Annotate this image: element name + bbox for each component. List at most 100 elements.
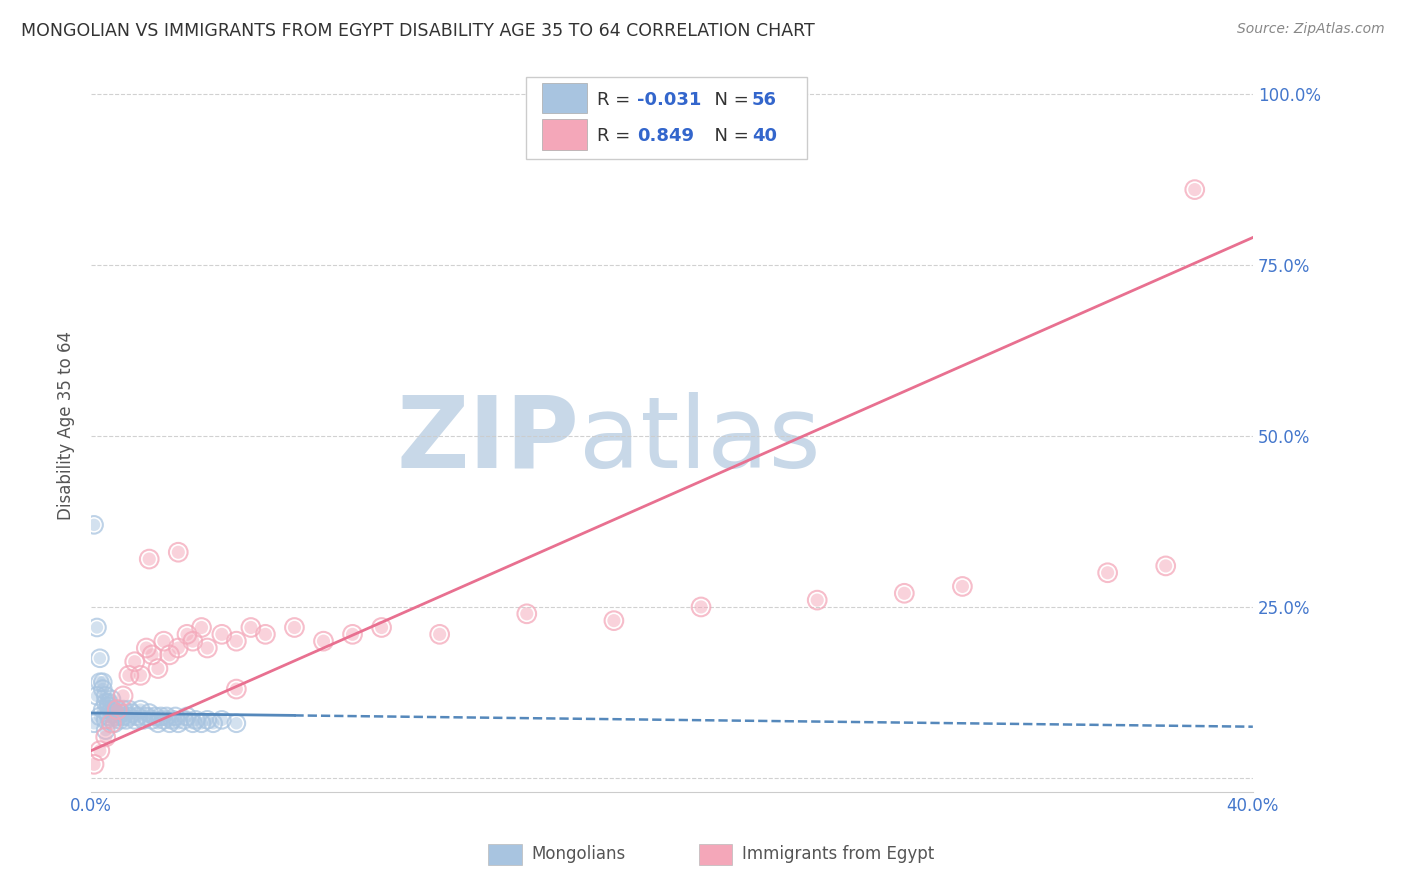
Point	[603, 614, 626, 628]
Point	[118, 709, 141, 723]
Point	[138, 706, 160, 720]
Point	[429, 627, 451, 641]
Point	[138, 552, 160, 566]
Point	[124, 655, 146, 669]
Point	[225, 716, 247, 731]
Text: 40: 40	[752, 128, 778, 145]
Point	[127, 709, 149, 723]
Point	[112, 709, 135, 723]
Point	[97, 709, 120, 723]
Text: 0.849: 0.849	[637, 128, 693, 145]
Point	[112, 703, 135, 717]
Point	[121, 706, 143, 720]
Point	[135, 640, 157, 655]
Point	[190, 620, 212, 634]
Point	[181, 634, 204, 648]
Point	[690, 599, 713, 614]
Point	[91, 703, 114, 717]
Point	[135, 709, 157, 723]
Point	[138, 706, 160, 720]
Point	[195, 713, 218, 727]
Point	[89, 675, 111, 690]
Text: 56: 56	[752, 91, 778, 109]
Point	[105, 703, 128, 717]
Point	[94, 730, 117, 744]
Point	[1097, 566, 1119, 580]
Point	[94, 723, 117, 738]
Point	[176, 627, 198, 641]
Point	[91, 675, 114, 690]
Point	[105, 703, 128, 717]
Point	[181, 716, 204, 731]
Point	[83, 757, 105, 772]
Point	[173, 713, 195, 727]
Text: -0.031: -0.031	[637, 91, 702, 109]
Point	[100, 716, 122, 731]
Point	[152, 713, 174, 727]
Point	[129, 668, 152, 682]
Point	[118, 668, 141, 682]
Text: Source: ZipAtlas.com: Source: ZipAtlas.com	[1237, 22, 1385, 37]
Point	[97, 699, 120, 714]
Point	[141, 713, 163, 727]
Point	[225, 716, 247, 731]
Point	[89, 709, 111, 723]
Point	[100, 692, 122, 706]
Point	[202, 716, 225, 731]
Point	[176, 709, 198, 723]
Point	[135, 640, 157, 655]
Text: R =: R =	[598, 91, 637, 109]
Point	[176, 709, 198, 723]
Point	[146, 661, 169, 675]
Point	[86, 689, 108, 703]
Point	[952, 579, 974, 593]
Point	[225, 634, 247, 648]
Point	[159, 648, 181, 662]
Point	[167, 716, 190, 731]
Point	[952, 579, 974, 593]
Point	[105, 703, 128, 717]
Point	[89, 709, 111, 723]
Point	[94, 689, 117, 703]
Point	[1184, 183, 1206, 197]
Point	[165, 709, 187, 723]
Point	[195, 640, 218, 655]
Point	[162, 713, 184, 727]
Point	[159, 716, 181, 731]
Point	[152, 634, 174, 648]
Point	[103, 706, 125, 720]
Point	[91, 681, 114, 696]
Point	[94, 713, 117, 727]
Point	[254, 627, 277, 641]
Point	[893, 586, 915, 600]
Point	[239, 620, 262, 634]
Point	[342, 627, 364, 641]
Point	[516, 607, 538, 621]
Point	[190, 620, 212, 634]
Point	[118, 709, 141, 723]
Point	[97, 709, 120, 723]
Point	[806, 593, 828, 607]
Point	[97, 696, 120, 710]
Point	[115, 713, 138, 727]
Point	[135, 709, 157, 723]
Point	[121, 706, 143, 720]
Point	[195, 713, 218, 727]
Point	[141, 648, 163, 662]
Point	[105, 709, 128, 723]
Point	[103, 706, 125, 720]
Point	[165, 709, 187, 723]
Point	[190, 716, 212, 731]
Text: Immigrants from Egypt: Immigrants from Egypt	[742, 846, 935, 863]
Point	[103, 716, 125, 731]
Point	[138, 552, 160, 566]
Text: Mongolians: Mongolians	[531, 846, 626, 863]
Point	[100, 703, 122, 717]
Point	[225, 634, 247, 648]
Text: ZIP: ZIP	[396, 392, 579, 489]
Point	[112, 703, 135, 717]
Point	[159, 716, 181, 731]
Point	[225, 681, 247, 696]
Point	[184, 713, 207, 727]
Point	[370, 620, 392, 634]
